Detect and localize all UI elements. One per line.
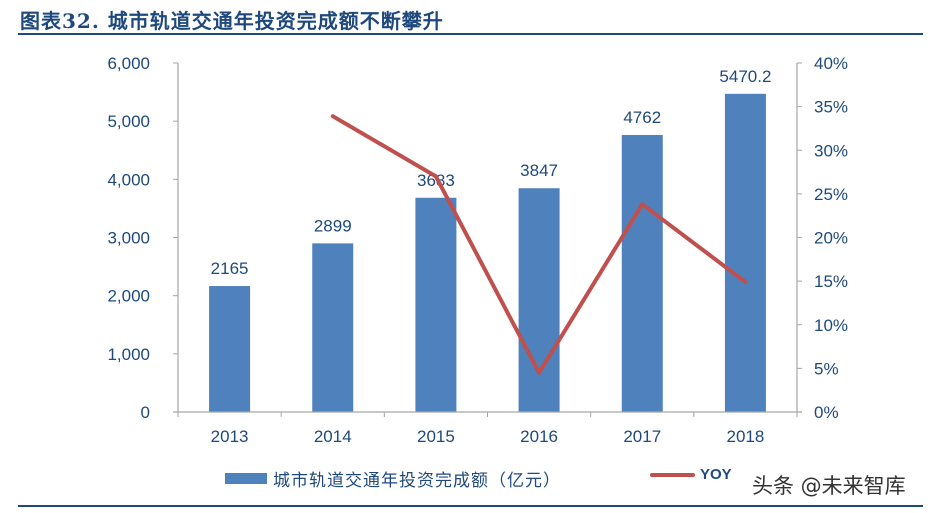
right-axis-tick-label: 5% — [814, 359, 839, 378]
bottom-divider — [18, 505, 923, 507]
left-axis-tick-label: 3,000 — [107, 229, 150, 248]
watermark: 头条 @未来智库 — [752, 474, 906, 498]
right-axis-tick-label: 10% — [814, 316, 848, 335]
bar-2018 — [724, 93, 766, 412]
legend-bar-label: 城市轨道交通年投资完成额（亿元） — [273, 471, 561, 491]
left-axis-tick-label: 6,000 — [107, 54, 150, 73]
right-axis-tick-label: 15% — [814, 272, 848, 291]
x-axis-tick-label: 2014 — [314, 427, 352, 446]
yoy-line — [330, 114, 748, 375]
bar-value-label: 2899 — [314, 216, 352, 235]
right-axis-tick-label: 30% — [814, 141, 848, 160]
right-axis-tick-label: 0% — [814, 403, 839, 422]
chart-title: 图表32. 城市轨道交通年投资完成额不断攀升 — [20, 9, 444, 33]
left-axis-tick-label: 1,000 — [107, 345, 150, 364]
legend-bar: 城市轨道交通年投资完成额（亿元） — [225, 466, 561, 491]
right-axis-tick-label: 40% — [814, 54, 848, 73]
left-axis-tick-label: 2,000 — [107, 287, 150, 306]
bar-2017 — [621, 135, 663, 413]
bar-2014 — [312, 243, 354, 412]
legend-line: YOY — [650, 466, 732, 483]
yoy-line-series — [330, 114, 748, 375]
right-axis-tick-label: 25% — [814, 185, 848, 204]
legend-line-label: YOY — [700, 466, 732, 483]
left-axis-tick-label: 0 — [141, 403, 150, 422]
bar-value-label: 4762 — [623, 108, 661, 127]
x-axis-tick-label: 2018 — [727, 427, 765, 446]
right-axis-tick-label: 35% — [814, 98, 848, 117]
bar-value-label: 3847 — [520, 161, 558, 180]
bar-value-label: 2165 — [211, 259, 249, 278]
bar-2015 — [415, 197, 457, 412]
bar-2013 — [209, 286, 251, 412]
bar-2016 — [518, 188, 560, 412]
x-axis-tick-label: 2013 — [211, 427, 249, 446]
x-axis-tick-label: 2017 — [623, 427, 661, 446]
legend-line-swatch — [650, 472, 695, 477]
bar-series — [209, 93, 766, 413]
legend-bar-swatch — [225, 473, 267, 484]
left-axis-tick-label: 5,000 — [107, 112, 150, 131]
x-axis-tick-label: 2015 — [417, 427, 455, 446]
axes: 0 1,000 2,000 3,000 4,000 5,000 6,000 0% 5% 10% 15… — [107, 54, 848, 446]
bar-value-label: 5470.2 — [719, 67, 771, 86]
right-axis-tick-label: 20% — [814, 229, 848, 248]
title-divider — [18, 33, 923, 35]
left-axis-tick-label: 4,000 — [107, 170, 150, 189]
x-axis-tick-label: 2016 — [520, 427, 558, 446]
